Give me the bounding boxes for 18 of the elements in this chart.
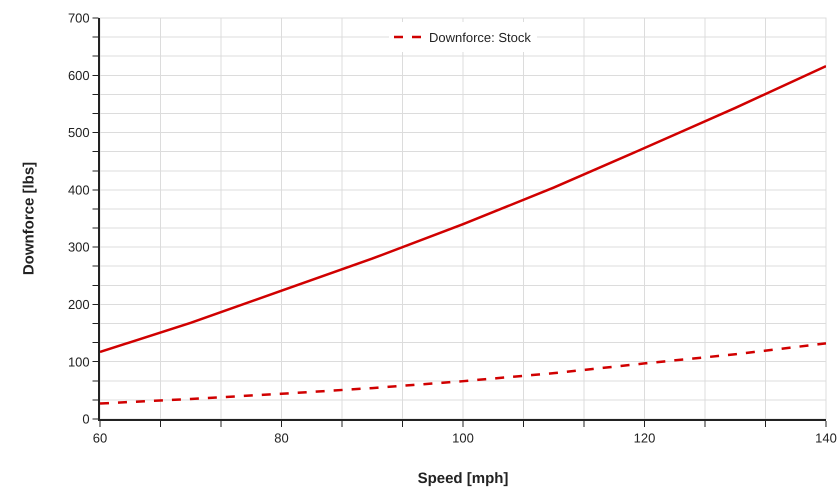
- line-series: [100, 342, 826, 405]
- x-tick-label: 140: [815, 430, 837, 446]
- y-tick-label: 200: [68, 296, 90, 312]
- y-tick-label: 100: [68, 354, 90, 370]
- y-tick-label: 300: [68, 240, 90, 255]
- x-axis-title: Speed [mph]: [418, 470, 508, 487]
- y-tick-label: 700: [68, 10, 90, 26]
- x-tick-label: 60: [92, 430, 108, 446]
- legend-label: Downforce: Stock: [429, 30, 532, 46]
- y-tick-label: 400: [68, 182, 90, 198]
- x-tick-label: 120: [634, 430, 656, 446]
- y-tick-label: 0: [82, 412, 90, 427]
- y-tick-label: 500: [68, 125, 90, 140]
- line-series: [100, 64, 826, 354]
- y-axis-title: Downforce [lbs]: [20, 162, 38, 276]
- x-tick-label: 80: [274, 430, 289, 446]
- x-tick-label: 100: [452, 430, 474, 446]
- y-tick-label: 600: [68, 68, 90, 83]
